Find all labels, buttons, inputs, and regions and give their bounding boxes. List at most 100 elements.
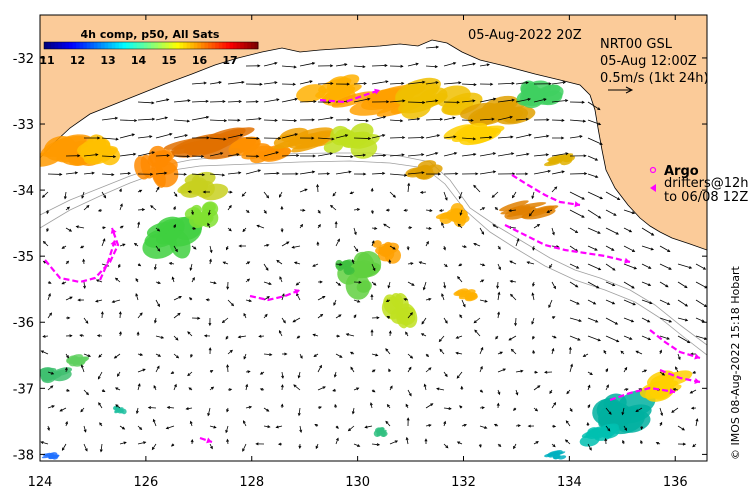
- colorbar-segment: [90, 42, 95, 49]
- drifter-track: [511, 174, 581, 207]
- colorbar-segment: [122, 42, 127, 49]
- colorbar-segment: [47, 42, 52, 49]
- colorbar-segment: [68, 42, 74, 49]
- colorbar-segment: [51, 42, 56, 49]
- drifter-track: [659, 368, 701, 384]
- colorbar-gradient: [43, 41, 259, 50]
- colorbar-segment: [175, 42, 181, 49]
- drifter-arrowhead: [669, 388, 675, 395]
- colorbar-segment: [61, 42, 66, 49]
- x-tick-label: 124: [28, 475, 53, 490]
- x-tick-label: 126: [133, 475, 158, 490]
- colorbar-tick-label: 11: [39, 54, 54, 67]
- colorbar-segment: [200, 42, 205, 49]
- colorbar-segment: [79, 42, 84, 49]
- colorbar-segment: [154, 42, 159, 49]
- drifter-arrowhead: [206, 437, 212, 444]
- colorbar-segment: [158, 42, 163, 49]
- colorbar-segment: [54, 42, 59, 49]
- drifter-arrowhead: [624, 257, 630, 264]
- colorbar-segment: [218, 42, 223, 49]
- drifter-arrow-icon: [650, 184, 656, 192]
- colorbar-tick-label: 13: [100, 54, 115, 67]
- product-label: NRT00 GSL: [600, 37, 673, 52]
- current-vectors: [40, 45, 707, 453]
- x-tick-label: 136: [663, 475, 688, 490]
- x-tick-label: 128: [239, 475, 264, 490]
- coastline: [40, 39, 707, 251]
- colorbar-segment: [211, 42, 216, 49]
- colorbar-tick-label: 15: [161, 54, 176, 67]
- colorbar-segment: [86, 42, 91, 49]
- drifter-arrowhead: [374, 88, 380, 95]
- colorbar-segment: [143, 42, 148, 49]
- colorbar-segment: [240, 42, 245, 49]
- colorbar-segment: [147, 42, 152, 49]
- colorbar-ticks: 11 12 13 14 15 16 17: [39, 54, 237, 67]
- argo-label: Argo: [664, 164, 699, 179]
- colorbar-segment: [72, 42, 77, 49]
- colorbar-segment: [168, 42, 173, 49]
- scale-label: 0.5m/s (1kt 24h): [600, 71, 709, 86]
- colorbar-segment: [165, 42, 170, 49]
- drifter-arrowhead: [110, 240, 117, 246]
- colorbar-segment: [129, 42, 134, 49]
- drifter-track: [319, 88, 381, 104]
- colorbar-segment: [236, 42, 241, 49]
- colorbar-segment: [126, 42, 131, 49]
- drifter-track: [649, 329, 701, 360]
- colorbar-segment: [172, 42, 177, 49]
- drifters-to-label: to 06/08 12Z: [664, 190, 748, 205]
- drifter-legend: Argo drifters@12h to 06/08 12Z: [649, 164, 749, 205]
- drifter-tracks: [44, 88, 701, 444]
- date-label: 05-Aug-2022 20Z: [468, 28, 582, 43]
- drifter-arrowhead: [694, 353, 700, 360]
- drifter-track: [249, 288, 301, 302]
- y-tick-label: -33: [13, 118, 34, 133]
- drifter-arrowhead: [574, 201, 580, 208]
- x-axis: 124 126 128 130 132 134 136: [28, 15, 688, 490]
- plot-frame: [39, 14, 708, 462]
- colorbar-segment: [215, 42, 220, 49]
- y-tick-label: -34: [13, 184, 34, 199]
- colorbar-segment: [133, 42, 138, 49]
- colorbar-segment: [250, 42, 255, 49]
- colorbar-segment: [179, 42, 184, 49]
- drifters-label: drifters@12h: [664, 176, 749, 191]
- drifter-arrowhead: [110, 228, 117, 234]
- colorbar-tick-label: 17: [222, 54, 237, 67]
- analysis-time-label: 05-Aug 12:00Z: [600, 54, 697, 69]
- colorbar-segment: [118, 42, 123, 49]
- colorbar-segment: [115, 42, 120, 49]
- colorbar-segment: [161, 42, 166, 49]
- colorbar-segment: [186, 42, 191, 49]
- drifter-track: [609, 386, 676, 402]
- drifter-arrowhead: [294, 289, 300, 295]
- drifter-track: [44, 227, 120, 284]
- colorbar-segment: [104, 42, 109, 49]
- colorbar-segment: [208, 42, 213, 49]
- colorbar-segment: [65, 42, 70, 49]
- y-tick-label: -36: [13, 316, 34, 331]
- colorbar-segment: [151, 42, 156, 49]
- colorbar-tick-label: 12: [70, 54, 85, 67]
- colorbar-segment: [197, 42, 202, 49]
- colorbar-segment: [58, 42, 63, 49]
- colorbar-segment: [111, 42, 116, 49]
- colorbar-segment: [76, 42, 81, 49]
- colorbar-segment: [190, 42, 195, 49]
- colorbar-segment: [44, 42, 49, 49]
- colorbar-segment: [243, 42, 248, 49]
- colorbar: 4h comp, p50, All Sats 11 12 13 14 15 16 17: [39, 28, 259, 67]
- colorbar-segment: [204, 42, 209, 49]
- colorbar-segment: [136, 42, 141, 49]
- argo-marker-icon: [649, 166, 657, 174]
- y-tick-label: -38: [13, 448, 34, 463]
- drifter-arrowhead: [694, 377, 700, 385]
- drifter-track: [98, 239, 117, 281]
- colorbar-segment: [254, 42, 259, 49]
- y-tick-label: -37: [13, 382, 34, 397]
- credit-label: © IMOS 08-Aug-2022 15:18 Hobart: [729, 266, 742, 460]
- colorbar-tick-label: 16: [192, 54, 208, 67]
